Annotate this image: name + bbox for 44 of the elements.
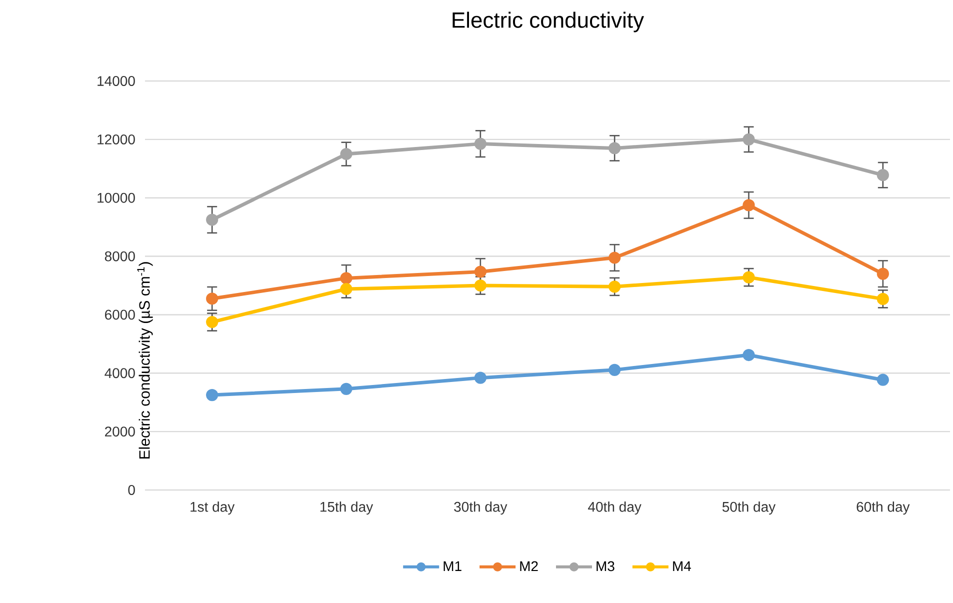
point (742, 271, 755, 284)
legend-label: M3 (596, 561, 614, 572)
point (608, 142, 621, 154)
y-axis-title: Electric conductivity (µS cm$^{-1}$) (137, 262, 153, 459)
x-tick-label: 50th day (722, 502, 776, 515)
point (608, 364, 621, 376)
point (340, 272, 352, 284)
point (206, 214, 218, 226)
y-tick-label: 14000 (98, 76, 135, 86)
point (206, 389, 218, 402)
point (340, 282, 352, 296)
x-tick-label: 60th day (856, 502, 910, 515)
x-tick-label: 30th day (454, 502, 508, 515)
x-tick-label: 40th day (588, 502, 642, 515)
point (742, 348, 755, 362)
legend-label: M1 (444, 561, 462, 571)
x-tick-label: 15th day (320, 502, 374, 515)
point (876, 268, 889, 280)
point (340, 382, 352, 395)
y-tick-label: 10000 (98, 192, 135, 203)
point (206, 316, 218, 328)
point (742, 133, 755, 146)
point (206, 292, 218, 305)
point (474, 279, 486, 292)
point (608, 280, 621, 293)
y-tick-label: 0 (128, 485, 135, 495)
point (474, 372, 486, 384)
y-tick-label: 8000 (104, 251, 135, 262)
y-tick-label: 12000 (98, 134, 135, 144)
point (474, 266, 486, 278)
point (876, 169, 889, 182)
y-tick-label: 6000 (105, 310, 135, 320)
point (340, 148, 352, 160)
point (876, 292, 889, 305)
point (608, 252, 621, 264)
legend-label: M4 (673, 561, 691, 571)
y-tick-label: 4000 (104, 368, 135, 378)
point (876, 374, 889, 386)
chart-title: Electric conductivity (452, 12, 644, 32)
y-tick-label: 2000 (105, 426, 135, 437)
legend-label: M2 (520, 561, 538, 572)
point (474, 138, 486, 150)
point (742, 199, 755, 212)
x-tick-label: 1st day (190, 502, 235, 515)
